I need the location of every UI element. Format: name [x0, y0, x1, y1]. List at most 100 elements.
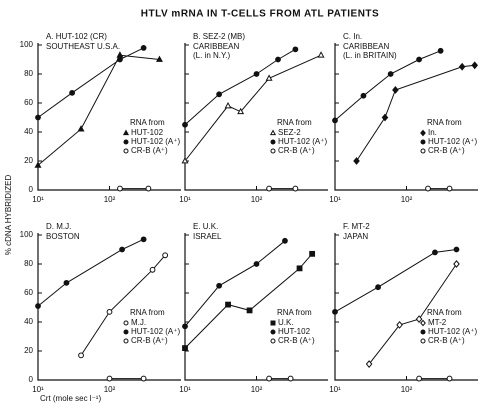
- marker: [266, 375, 272, 382]
- legend-label: HUT-102: [131, 128, 164, 137]
- y-tick-label: 20: [24, 156, 33, 165]
- marker: [420, 329, 426, 335]
- axis-frame: [184, 233, 328, 381]
- marker: [269, 129, 277, 136]
- x-tick-label: 10¹: [179, 385, 191, 394]
- marker: [317, 51, 325, 58]
- figure-title: HTLV mRNA IN T-CELLS FROM ATL PATIENTS: [141, 9, 379, 20]
- marker: [224, 101, 232, 109]
- axis-frame: [334, 43, 478, 191]
- x-tick-label: 10²: [401, 385, 413, 394]
- marker: [34, 161, 42, 168]
- marker: [375, 284, 381, 291]
- marker: [381, 113, 389, 122]
- series-line: [37, 238, 144, 307]
- y-tick-label: 0: [29, 375, 34, 384]
- marker: [216, 91, 223, 98]
- marker: [420, 129, 426, 137]
- marker: [216, 282, 223, 289]
- legend-title: RNA from: [130, 118, 165, 127]
- panel-subtitle: CARIBBEAN: [193, 42, 239, 51]
- marker: [182, 121, 188, 128]
- series-line: [368, 263, 457, 365]
- series-line: [184, 240, 286, 327]
- legend-label: CR-B (A⁺): [131, 336, 168, 345]
- x-tick-label: 10²: [251, 385, 263, 394]
- marker: [123, 320, 129, 326]
- x-axis-label: Crt (mole sec l⁻¹): [40, 394, 101, 403]
- legend-title: RNA from: [427, 118, 462, 127]
- y-tick-label: 20: [24, 346, 33, 355]
- y-tick-label: 60: [24, 98, 33, 107]
- marker: [123, 148, 129, 154]
- marker: [182, 323, 188, 330]
- marker: [123, 139, 129, 145]
- axis-frame: [37, 233, 181, 381]
- legend-label: In.: [428, 128, 437, 137]
- marker: [416, 375, 422, 382]
- panel-subtitle: ISRAEL: [193, 232, 222, 241]
- marker: [420, 139, 426, 145]
- y-axis-label: % cDNA HYBRIDIZED: [4, 175, 13, 256]
- legend-label: MT-2: [428, 318, 447, 327]
- legend-label: CR-B (A⁺): [428, 146, 465, 155]
- x-tick-label: 10²: [104, 385, 116, 394]
- series-line: [37, 47, 144, 118]
- marker: [140, 375, 147, 382]
- axis-frame: [334, 233, 478, 381]
- legend-label: HUT-102 (A⁺): [428, 137, 477, 146]
- x-tick-label: 10²: [251, 195, 263, 204]
- marker: [416, 56, 422, 63]
- marker: [140, 45, 147, 51]
- marker: [270, 148, 276, 154]
- legend-label: CR-B (A⁺): [131, 146, 168, 155]
- marker: [122, 129, 130, 136]
- y-tick-label: 40: [24, 127, 33, 136]
- marker: [296, 265, 303, 272]
- panel-subtitle: (L. in BRITAIN): [343, 51, 397, 60]
- marker: [446, 185, 453, 192]
- marker: [266, 185, 272, 192]
- marker: [237, 107, 245, 115]
- marker: [453, 260, 460, 268]
- marker: [270, 320, 276, 326]
- marker: [332, 117, 338, 124]
- marker: [106, 308, 113, 315]
- marker: [420, 148, 426, 154]
- marker: [117, 56, 123, 63]
- panel-title: A. HUT-102 (CR): [46, 32, 107, 41]
- marker: [437, 47, 444, 54]
- marker: [149, 266, 156, 273]
- marker: [332, 308, 338, 315]
- marker: [182, 345, 188, 352]
- legend-label: CR-B (A⁺): [278, 146, 315, 155]
- marker: [415, 315, 423, 323]
- axis-frame: [37, 43, 181, 191]
- y-tick-label: 100: [20, 230, 34, 239]
- y-tick-label: 40: [24, 317, 33, 326]
- marker: [162, 252, 169, 259]
- marker: [420, 319, 426, 327]
- marker: [140, 236, 147, 243]
- panel-title: D. M.J.: [46, 222, 71, 231]
- panel-subtitle: BOSTON: [46, 232, 80, 241]
- marker: [35, 303, 41, 309]
- marker: [425, 185, 431, 192]
- series-line: [334, 249, 457, 313]
- marker: [387, 71, 394, 77]
- legend-label: HUT-102 (A⁺): [278, 137, 327, 146]
- marker: [270, 139, 276, 145]
- legend-label: M.J.: [131, 318, 146, 327]
- marker: [365, 360, 373, 368]
- legend-label: HUT-102 (A⁺): [428, 327, 477, 336]
- marker: [116, 51, 124, 58]
- panel-subtitle: (L. in N.Y.): [193, 51, 231, 60]
- x-tick-label: 10¹: [32, 195, 44, 204]
- y-tick-label: 80: [24, 69, 33, 78]
- y-tick-label: 80: [24, 259, 33, 268]
- marker: [78, 352, 84, 359]
- legend-label: CR-B (A⁺): [278, 336, 315, 345]
- marker: [420, 338, 426, 344]
- legend-label: HUT-102 (A⁺): [131, 327, 180, 336]
